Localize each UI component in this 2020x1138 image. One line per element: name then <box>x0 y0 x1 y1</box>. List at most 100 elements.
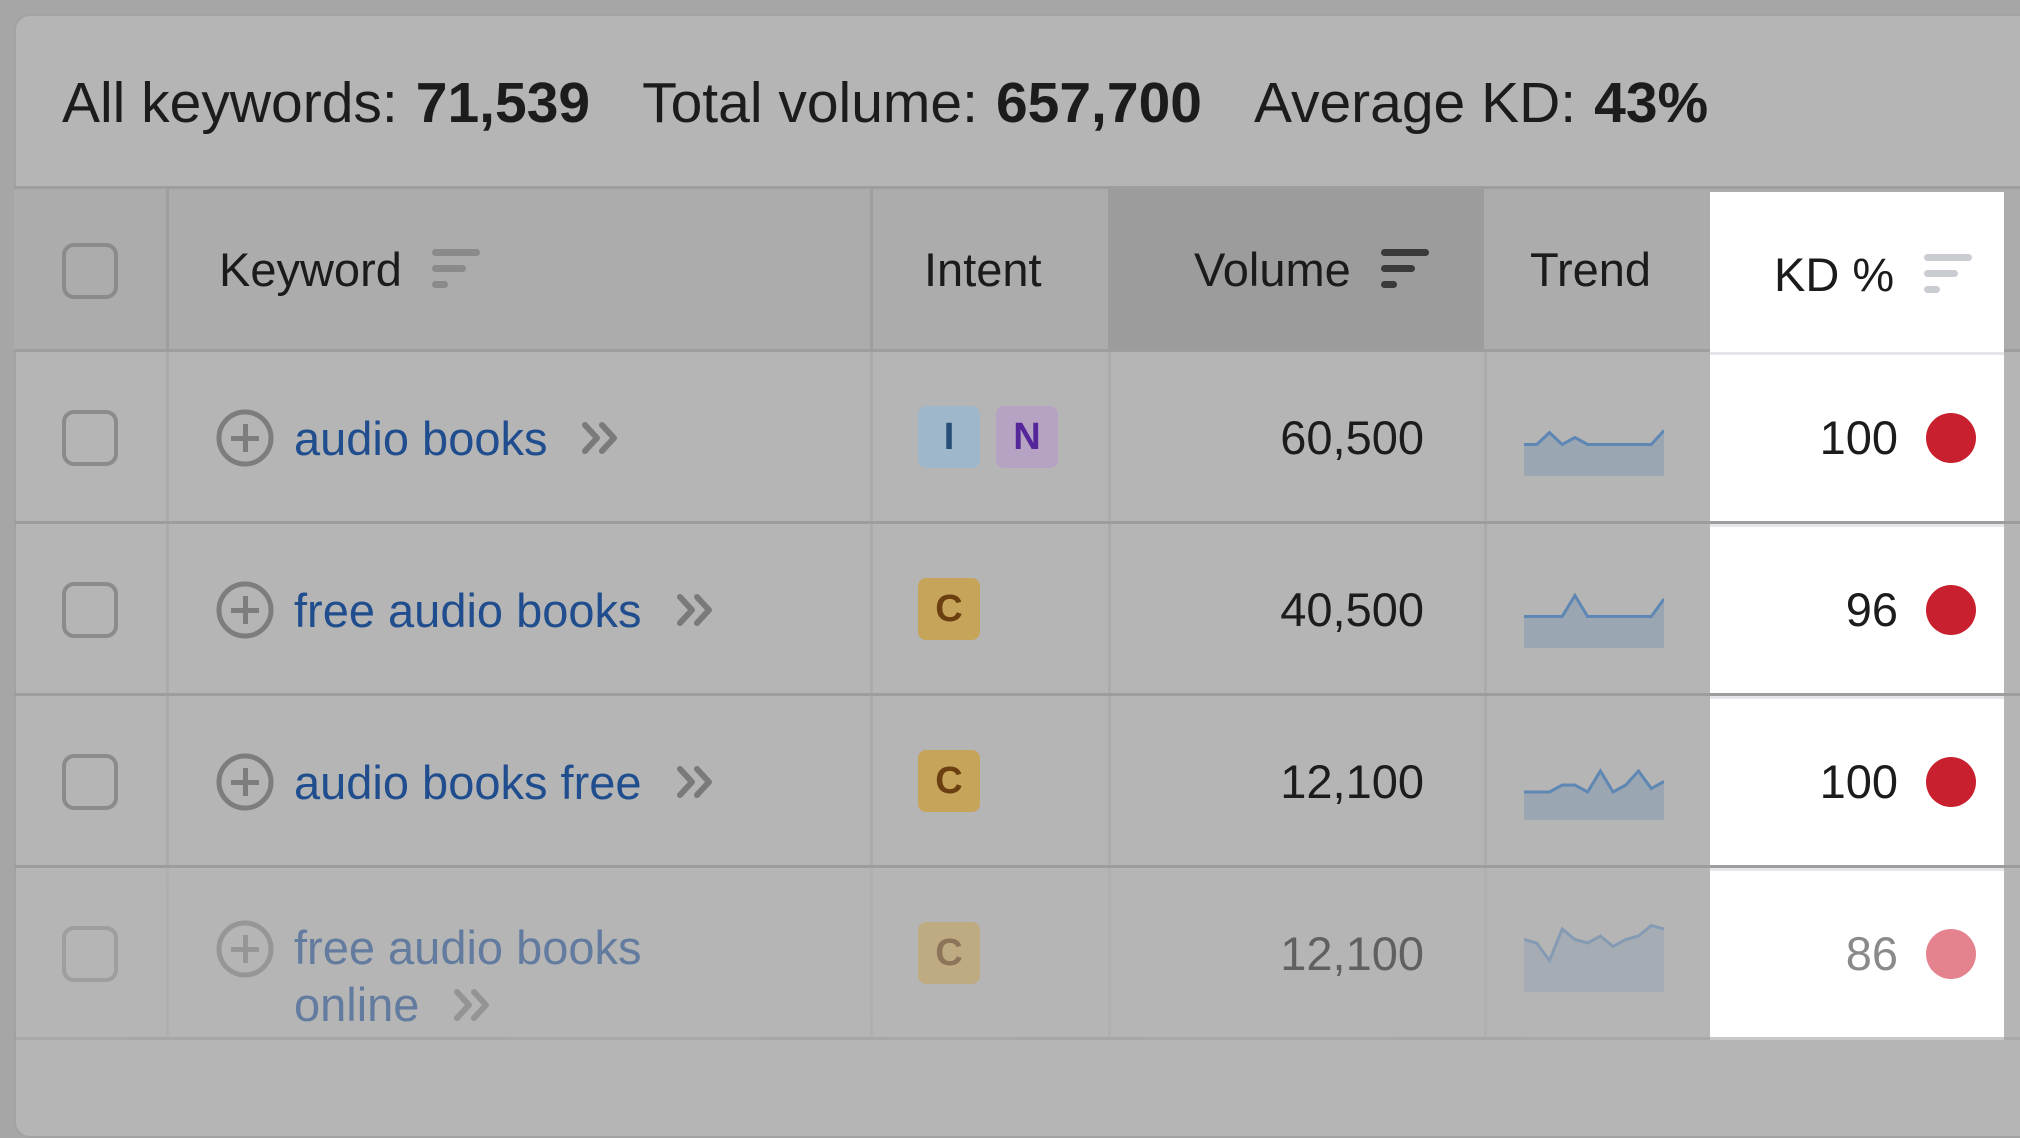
intent-badge-c[interactable]: C <box>918 922 980 984</box>
keyword-cell: free audio books online <box>216 868 642 1040</box>
column-divider <box>870 524 873 693</box>
column-divider <box>1108 352 1111 521</box>
keyword-line: free audio books <box>294 583 716 638</box>
kd-divider <box>1710 868 2004 871</box>
column-divider <box>1484 696 1487 865</box>
kd-header-label: KD % <box>1774 247 1895 301</box>
keyword-header-label: Keyword <box>219 242 402 296</box>
keyword-text-box: free audio books <box>294 583 716 638</box>
kd-difficulty-dot <box>1926 757 1976 807</box>
average-kd-value: 43% <box>1594 71 1709 135</box>
add-to-list-icon[interactable] <box>216 581 274 639</box>
total-volume-stat: Total volume: 657,700 <box>642 70 1202 136</box>
column-divider <box>166 696 169 865</box>
keyword-cell: audio books <box>216 352 621 524</box>
kd-value: 96 <box>1845 583 1898 636</box>
sort-icon[interactable] <box>1924 252 1974 296</box>
average-kd-stat: Average KD: 43% <box>1254 70 1708 136</box>
keyword-link[interactable]: free audio books <box>294 921 642 974</box>
column-divider <box>1484 352 1487 521</box>
keyword-text-box: audio books free <box>294 755 716 810</box>
volume-value: 40,500 <box>1280 583 1424 636</box>
volume-value: 12,100 <box>1280 755 1424 808</box>
trend-area <box>1524 925 1664 992</box>
column-divider <box>1484 868 1487 1037</box>
keyword-cell: free audio books <box>216 524 716 696</box>
keyword-link[interactable]: audio books <box>294 411 548 465</box>
trend-line <box>1524 429 1664 447</box>
kd-divider <box>1710 524 2004 527</box>
keyword-details-chevron-icon[interactable] <box>676 593 716 627</box>
kd-value: 86 <box>1845 927 1898 980</box>
column-header-volume[interactable]: Volume <box>1108 189 1484 349</box>
keyword-text-box: audio books <box>294 411 621 466</box>
intent-badge-n[interactable]: N <box>996 406 1058 468</box>
column-divider <box>1484 524 1487 693</box>
keyword-details-chevron-icon[interactable] <box>581 421 621 455</box>
intent-badge-i[interactable]: I <box>918 406 980 468</box>
column-header-kd[interactable]: KD % <box>1774 192 1974 356</box>
column-divider <box>870 352 873 521</box>
table-row: free audio books online C 12,100 <box>14 868 2020 1040</box>
row-checkbox[interactable] <box>62 410 118 466</box>
summary-bar: All keywords: 71,539 Total volume: 657,700… <box>62 68 1760 138</box>
trend-sparkline <box>1524 768 1664 820</box>
intent-header-label: Intent <box>924 242 1042 296</box>
all-keywords-label: All keywords: <box>62 71 398 135</box>
total-volume-value: 657,700 <box>995 71 1202 135</box>
trend-sparkline <box>1524 592 1664 648</box>
column-header-intent[interactable]: Intent <box>924 189 1042 349</box>
total-volume-label: Total volume: <box>642 71 978 135</box>
all-keywords-value: 71,539 <box>415 71 591 135</box>
volume-value: 12,100 <box>1280 927 1424 980</box>
row-checkbox[interactable] <box>62 926 118 982</box>
trend-header-label: Trend <box>1530 242 1652 296</box>
column-divider <box>870 696 873 865</box>
keyword-details-chevron-icon[interactable] <box>453 988 493 1022</box>
row-checkbox[interactable] <box>62 754 118 810</box>
select-all-checkbox[interactable] <box>62 243 118 299</box>
column-divider <box>870 868 873 1037</box>
keyword-line: free audio books <box>294 920 642 975</box>
sort-active-icon[interactable] <box>1380 247 1431 291</box>
column-header-keyword[interactable]: Keyword <box>219 189 482 349</box>
keyword-link-continued[interactable]: online <box>294 978 420 1031</box>
row-checkbox[interactable] <box>62 582 118 638</box>
intent-badge-c[interactable]: C <box>918 578 980 640</box>
keyword-line: audio books <box>294 411 621 466</box>
add-to-list-icon[interactable] <box>216 409 274 467</box>
column-divider <box>1108 524 1111 693</box>
column-divider <box>1108 868 1111 1037</box>
trend-sparkline <box>1524 923 1664 992</box>
column-header-trend: Trend <box>1530 189 1651 349</box>
trend-sparkline <box>1524 429 1664 476</box>
kd-value: 100 <box>1819 411 1898 464</box>
column-divider <box>870 189 873 349</box>
trend-area <box>1524 595 1664 648</box>
sort-icon[interactable] <box>431 247 482 291</box>
column-divider <box>166 868 169 1037</box>
keyword-text-box: free audio books online <box>294 920 642 1032</box>
column-divider <box>166 352 169 521</box>
keyword-link[interactable]: audio books free <box>294 755 642 809</box>
keyword-link[interactable]: free audio books <box>294 583 642 637</box>
add-to-list-icon[interactable] <box>216 753 274 811</box>
volume-value: 60,500 <box>1280 411 1424 464</box>
column-divider <box>1108 696 1111 865</box>
kd-divider <box>1710 696 2004 699</box>
add-to-list-icon[interactable] <box>216 920 274 978</box>
trend-line <box>1524 923 1664 964</box>
all-keywords-stat: All keywords: 71,539 <box>62 70 590 136</box>
keyword-details-chevron-icon[interactable] <box>676 765 716 799</box>
kd-value: 100 <box>1819 755 1898 808</box>
table-header: Keyword Intent Volume Trend <box>14 186 2020 352</box>
table-row: audio books I N 60,500 <box>14 352 2020 524</box>
trend-line <box>1524 768 1664 795</box>
kd-difficulty-dot <box>1926 585 1976 635</box>
intent-badge-c[interactable]: C <box>918 750 980 812</box>
keyword-line: audio books free <box>294 755 716 810</box>
kd-difficulty-dot <box>1926 929 1976 979</box>
kd-difficulty-dot <box>1926 413 1976 463</box>
table-row: free audio books C 40,500 <box>14 524 2020 696</box>
table-row: audio books free C 12,100 <box>14 696 2020 868</box>
